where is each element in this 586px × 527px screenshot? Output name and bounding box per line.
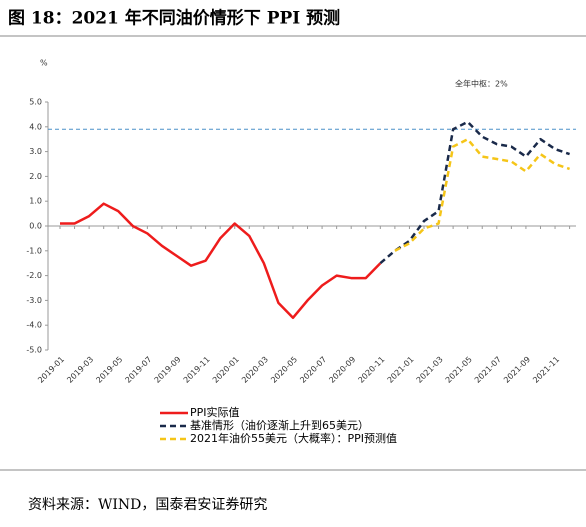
line-series [60, 202, 382, 320]
x-tick-label: 2019-07 [124, 355, 154, 385]
y-tick-label: -2.0 [26, 271, 42, 280]
x-tick-label: 2019-11 [182, 355, 212, 385]
y-tick-label: 5.0 [29, 98, 42, 107]
x-tick-label: 2020-07 [298, 355, 328, 385]
x-tick-label: 2020-11 [356, 355, 386, 385]
y-tick-label: -4.0 [26, 321, 42, 330]
y-tick-label: 2.0 [29, 172, 42, 181]
x-tick-label: 2021-01 [386, 355, 416, 385]
x-tick-label: 2020-03 [240, 355, 270, 385]
x-tick-label: 2019-01 [36, 355, 66, 385]
y-unit: % [40, 59, 48, 68]
chart-title: 图 18：2021 年不同油价情形下 PPI 预测 [8, 8, 340, 29]
y-tick-label: 1.0 [29, 197, 42, 206]
x-tick-label: 2021-09 [502, 355, 532, 385]
x-tick-label: 2019-09 [153, 355, 183, 385]
x-tick-label: 2020-09 [327, 355, 357, 385]
x-tick-label: 2020-05 [269, 355, 299, 385]
y-tick-label: 0.0 [29, 222, 42, 231]
y-tick-label: 3.0 [29, 147, 42, 156]
x-tick-label: 2021-11 [531, 355, 561, 385]
line-series [394, 137, 571, 252]
legend-label: 基准情形（油价逐渐上升到65美元） [190, 418, 369, 432]
annotation: 全年中枢：2% [455, 79, 508, 89]
x-tick-label: 2019-03 [65, 355, 95, 385]
y-tick-label: -5.0 [26, 346, 42, 355]
y-tick-label: -3.0 [26, 296, 42, 305]
line-series [379, 120, 571, 265]
legend-label: 2021年油价55美元（大概率）：PPI预测值 [190, 431, 397, 445]
y-tick-label: -1.0 [26, 246, 42, 255]
x-tick-label: 2021-05 [444, 355, 474, 385]
x-tick-label: 2021-03 [415, 355, 445, 385]
x-tick-label: 2019-05 [94, 355, 124, 385]
x-tick-label: 2020-01 [211, 355, 241, 385]
y-tick-label: 4.0 [29, 122, 42, 131]
legend-label: PPI实际值 [190, 405, 240, 419]
x-tick-label: 2021-07 [473, 355, 503, 385]
source: 资料来源：WIND，国泰君安证券研究 [28, 497, 267, 513]
